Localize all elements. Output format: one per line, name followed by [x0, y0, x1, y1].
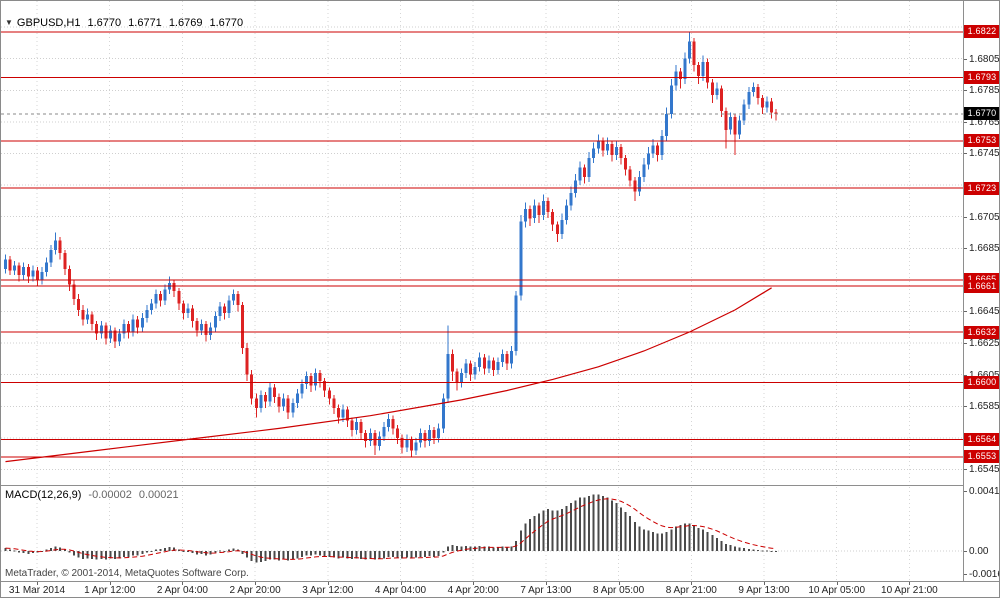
macd-panel[interactable]	[1, 487, 963, 581]
price-axis-tick	[964, 375, 967, 376]
symbol-dropdown-icon: ▼	[5, 18, 13, 27]
price-axis-label: 1.6765	[969, 117, 1000, 128]
time-axis-label: 7 Apr 13:00	[520, 585, 572, 596]
price-chart-panel[interactable]	[1, 1, 963, 484]
price-axis-tick	[964, 122, 967, 123]
price-chart-svg	[1, 1, 963, 484]
time-axis[interactable]: 31 Mar 2014 1 Apr 12:00 2 Apr 04:00 2 Apr 2…	[1, 582, 999, 597]
time-axis-tick	[618, 582, 620, 585]
time-axis-tick	[909, 582, 911, 585]
time-axis-divider	[1, 581, 999, 582]
ohlc-low: 1.6769	[168, 17, 203, 29]
time-axis-tick	[255, 582, 257, 585]
sr-price-tag: 1.6632	[964, 326, 999, 339]
sr-price-tag: 1.6753	[964, 134, 999, 147]
time-axis-tick	[37, 582, 38, 585]
sr-price-tag: 1.6822	[964, 25, 999, 38]
price-axis-tick	[964, 343, 967, 344]
sr-price-tag: 1.6723	[964, 182, 999, 195]
sr-price-tag: 1.6600	[964, 376, 999, 389]
sr-price-tag: 1.6564	[964, 433, 999, 446]
macd-indicator-label: MACD(12,26,9)	[5, 489, 82, 501]
time-axis-tick	[182, 582, 184, 585]
macd-histogram	[4, 494, 778, 563]
time-axis-tick	[836, 582, 838, 585]
price-axis-label: 1.6625	[969, 338, 1000, 349]
macd-axis-tick	[964, 491, 967, 492]
time-axis-label: 2 Apr 04:00	[156, 585, 208, 596]
price-axis-label: 1.6605	[969, 370, 999, 381]
time-axis-label: 4 Apr 04:00	[374, 585, 427, 596]
price-axis-tick	[964, 406, 967, 407]
macd-value: -0.00002	[88, 489, 132, 501]
time-axis-label: 10 Apr 21:00	[881, 585, 938, 596]
price-axis-tick	[964, 311, 967, 312]
ohlc-high: 1.6771	[128, 17, 162, 29]
macd-svg	[1, 487, 963, 581]
macd-axis-tick	[964, 574, 967, 575]
time-axis-label: 8 Apr 21:00	[665, 585, 717, 596]
price-axis-label: 1.6545	[969, 464, 1000, 475]
macd-signal-line	[5, 498, 777, 560]
price-axis-tick	[964, 217, 967, 218]
price-axis-label: 1.6685	[969, 243, 1000, 254]
price-axis[interactable]: 1.6805 1.6785 1.6765 1.6745 1.6705 1.6685 1.66…	[963, 1, 1000, 581]
time-axis-label: 31 Mar 2014	[8, 585, 66, 596]
price-axis-tick	[964, 248, 967, 249]
macd-signal-value: 0.00021	[138, 489, 179, 501]
price-axis-label: 1.6805	[969, 54, 1000, 65]
chart-ohlc-header: ▼ GBPUSD,H1 1.6770 1.6771 1.6769 1.6770	[5, 17, 243, 29]
price-axis-label: 1.6785	[969, 85, 1000, 96]
price-axis-tick	[964, 153, 967, 154]
panel-divider[interactable]	[1, 485, 963, 486]
macd-axis-tick	[964, 551, 967, 552]
time-axis-label: 9 Apr 13:00	[738, 585, 790, 596]
time-axis-label: 1 Apr 12:00	[84, 585, 136, 596]
sr-price-tag: 1.6661	[964, 280, 999, 293]
price-axis-label: 1.6745	[969, 148, 1000, 159]
symbol-label: GBPUSD,H1	[16, 17, 81, 29]
time-axis-label: 3 Apr 12:00	[302, 585, 354, 596]
time-axis-tick	[691, 582, 693, 585]
time-axis-label: 10 Apr 05:00	[808, 585, 866, 596]
macd-axis-label: 0.00	[969, 546, 989, 557]
copyright-notice: MetaTrader, © 2001-2014, MetaQuotes Soft…	[5, 568, 249, 579]
price-axis-tick	[964, 90, 967, 91]
sr-price-tag: 1.6793	[964, 71, 999, 84]
macd-header: MACD(12,26,9) -0.00002 0.00021	[5, 489, 179, 501]
ohlc-open: 1.6770	[87, 17, 122, 29]
time-axis-tick	[764, 582, 765, 585]
macd-axis-label: -0.0016	[969, 569, 1000, 580]
time-axis-tick	[327, 582, 329, 585]
time-axis-tick	[400, 582, 402, 585]
price-axis-tick	[964, 59, 967, 60]
time-axis-label: 8 Apr 05:00	[593, 585, 645, 596]
time-axis-label: 2 Apr 20:00	[229, 585, 281, 596]
sr-price-tag: 1.6553	[964, 450, 999, 463]
current-price-tag: 1.6770	[964, 107, 999, 120]
price-axis-label: 1.6645	[969, 306, 1000, 317]
candles-layer	[4, 31, 778, 457]
price-axis-tick	[964, 469, 967, 470]
time-axis-tick	[545, 582, 547, 585]
time-axis-tick	[109, 582, 111, 585]
ohlc-close: 1.6770	[209, 17, 244, 29]
time-axis-label: 4 Apr 20:00	[447, 585, 499, 596]
time-axis-tick	[473, 582, 475, 585]
price-axis-label: 1.6705	[969, 212, 1000, 223]
macd-axis-label: 0.00413	[969, 486, 1000, 497]
price-axis-label: 1.6585	[969, 401, 1000, 412]
